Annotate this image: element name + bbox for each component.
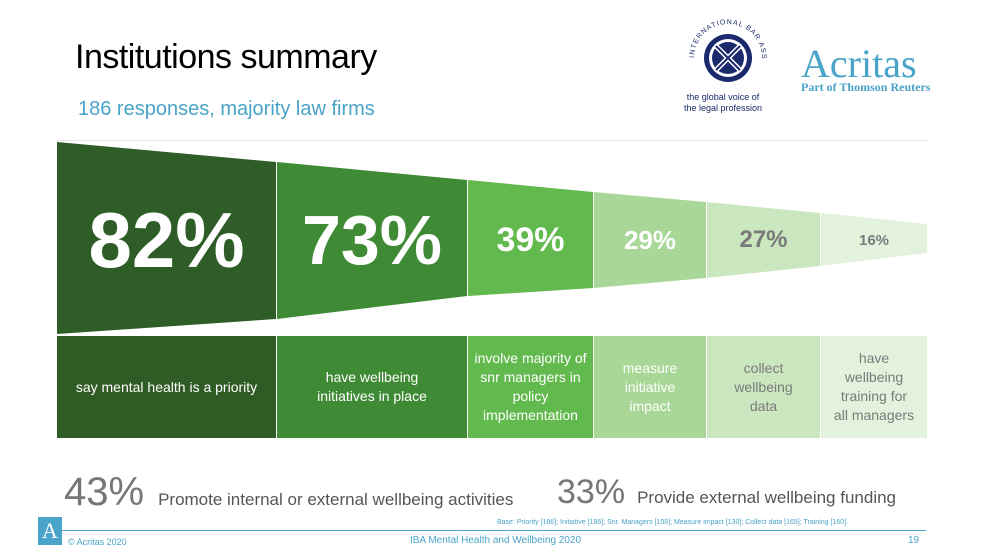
funnel-label-1: say mental health is a priority	[75, 378, 258, 395]
page-number: 19	[908, 535, 920, 546]
funnel-label-bg-4	[594, 336, 706, 438]
acritas-a-logo: A	[38, 517, 62, 545]
funnel-label-3: involve majority of snr managers in poli…	[474, 350, 587, 423]
funnel-value-5: 27%	[739, 226, 788, 253]
funnel-label-bg-1	[57, 336, 276, 438]
funnel-label-5: collect wellbeing data	[734, 359, 793, 414]
top-divider	[57, 140, 927, 141]
page-title: Institutions summary	[75, 38, 377, 76]
iba-tagline: the global voice of the legal profession	[668, 92, 778, 114]
funnel-label-6: have wellbeing training for all managers	[833, 350, 915, 423]
copyright-text: © Acritas 2020	[68, 537, 127, 547]
funnel-segment-4	[594, 192, 706, 288]
funnel-label-bg-3	[468, 336, 593, 438]
funnel-value-4: 29%	[623, 224, 677, 255]
funnel-segment-6	[821, 213, 927, 266]
stat-2-text: Provide external wellbeing funding	[637, 488, 897, 507]
funnel-value-3: 39%	[496, 220, 565, 259]
funnel-segment-3	[468, 180, 593, 296]
funnel-segment-1	[57, 142, 276, 334]
page-subtitle: 186 responses, majority law firms	[78, 98, 375, 120]
funnel-segment-5	[707, 202, 820, 278]
funnel-value-2: 73%	[301, 201, 443, 279]
iba-tagline-line2: the legal profession	[683, 103, 763, 113]
stat-2: 33% Provide external wellbeing funding	[557, 473, 896, 512]
funnel-segment-2	[277, 162, 467, 319]
funnel-label-2: have wellbeing initiatives in place	[317, 369, 427, 404]
acritas-logo-subtitle: Part of Thomson Reuters	[801, 80, 931, 94]
iba-tagline-line1: the global voice of	[686, 92, 760, 102]
stat-1-value: 43%	[64, 470, 145, 514]
funnel-label-bg-5	[707, 336, 820, 438]
stat-1-text: Promote internal or external wellbeing a…	[158, 490, 514, 509]
funnel-value-6: 16%	[858, 231, 890, 249]
acritas-logo: Acritas	[801, 41, 917, 86]
footer-title: IBA Mental Health and Wellbeing 2020	[410, 535, 582, 546]
base-note: Base: Priority [186]; Initiative [186]; …	[497, 519, 848, 526]
funnel-label-bg-2	[277, 336, 467, 438]
funnel-label-bg-6	[821, 336, 927, 438]
stat-2-value: 33%	[557, 473, 626, 511]
stat-1: 43% Promote internal or external wellbei…	[64, 470, 513, 515]
funnel-label-4: measure initiative impact	[622, 359, 678, 414]
iba-globe-logo: INTERNATIONAL BAR ASSOCIATION	[678, 12, 766, 82]
footer-divider	[60, 530, 926, 531]
funnel-value-1: 82%	[88, 195, 245, 284]
